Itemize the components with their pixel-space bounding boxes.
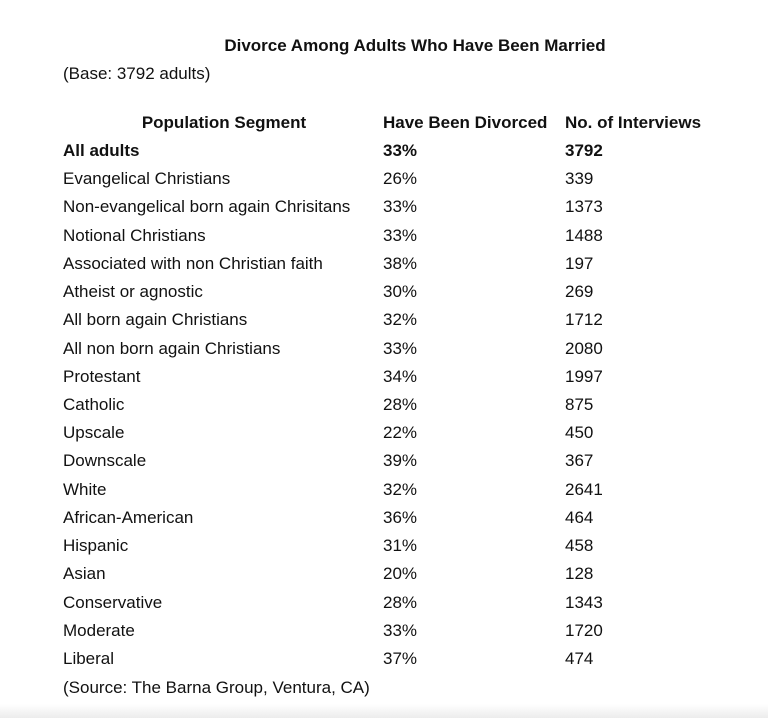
value-cell: 20%: [383, 564, 418, 584]
value-cell: 33%: [383, 141, 418, 160]
header-cell: Have Been Divorced: [383, 113, 548, 132]
segment-cell: Evangelical Christians: [63, 169, 231, 189]
bottom-shade: [0, 704, 768, 718]
value-cell: 474: [565, 648, 594, 668]
value-cell: 464: [565, 507, 594, 527]
value-cell: 32%: [383, 479, 418, 499]
value-cell: 458: [565, 536, 594, 556]
value-cell: 26%: [383, 169, 418, 189]
subtitle: (Base: 3792 adults): [63, 64, 211, 83]
value-cell: 1997: [565, 366, 603, 386]
segment-cell: Notional Christians: [63, 225, 206, 245]
segment-cell: Upscale: [63, 423, 125, 443]
segment-cell: Associated with non Christian faith: [63, 253, 323, 273]
value-cell: 32%: [383, 310, 418, 330]
value-cell: 33%: [383, 338, 418, 358]
value-cell: 30%: [383, 282, 418, 302]
value-cell: 367: [565, 451, 594, 471]
segment-cell: Hispanic: [63, 536, 129, 556]
value-cell: 339: [565, 169, 594, 189]
value-cell: 39%: [383, 451, 418, 471]
value-cell: 22%: [383, 423, 418, 443]
source: (Source: The Barna Group, Ventura, CA): [63, 678, 370, 697]
segment-cell: Downscale: [63, 451, 147, 471]
value-cell: 1343: [565, 592, 603, 612]
value-cell: 269: [565, 282, 594, 302]
segment-cell: Conservative: [63, 592, 163, 612]
value-cell: 33%: [383, 620, 418, 640]
segment-cell: Non-evangelical born again Chrisitans: [63, 197, 351, 217]
value-cell: 450: [565, 423, 594, 443]
value-cell: 1712: [565, 310, 603, 330]
header-cell: Population Segment: [141, 113, 307, 132]
value-cell: 36%: [383, 507, 418, 527]
segment-cell: African-American: [63, 507, 194, 527]
value-cell: 128: [565, 564, 594, 584]
segment-cell: All non born again Christians: [63, 338, 281, 358]
value-cell: 1488: [565, 225, 603, 245]
value-cell: 28%: [383, 394, 418, 414]
title: Divorce Among Adults Who Have Been Marri…: [224, 36, 606, 55]
segment-cell: Catholic: [63, 394, 125, 414]
segment-cell: Asian: [63, 564, 106, 584]
value-cell: 2641: [565, 479, 603, 499]
value-cell: 1373: [565, 197, 603, 217]
segment-cell: All adults: [63, 141, 140, 160]
segment-cell: Protestant: [63, 366, 141, 386]
segment-cell: Moderate: [63, 620, 135, 640]
value-cell: 38%: [383, 253, 418, 273]
value-cell: 28%: [383, 592, 418, 612]
value-cell: 3792: [565, 141, 603, 160]
segment-cell: White: [63, 479, 107, 499]
header-cell: No. of Interviews: [565, 113, 702, 132]
value-cell: 31%: [383, 536, 418, 556]
value-cell: 34%: [383, 366, 418, 386]
value-cell: 33%: [383, 197, 418, 217]
segment-cell: All born again Christians: [63, 310, 248, 330]
value-cell: 33%: [383, 225, 418, 245]
segment-cell: Atheist or agnostic: [63, 282, 203, 302]
value-cell: 197: [565, 253, 594, 273]
value-cell: 875: [565, 394, 594, 414]
value-cell: 2080: [565, 338, 603, 358]
value-cell: 37%: [383, 648, 418, 668]
segment-cell: Liberal: [63, 648, 115, 668]
value-cell: 1720: [565, 620, 603, 640]
